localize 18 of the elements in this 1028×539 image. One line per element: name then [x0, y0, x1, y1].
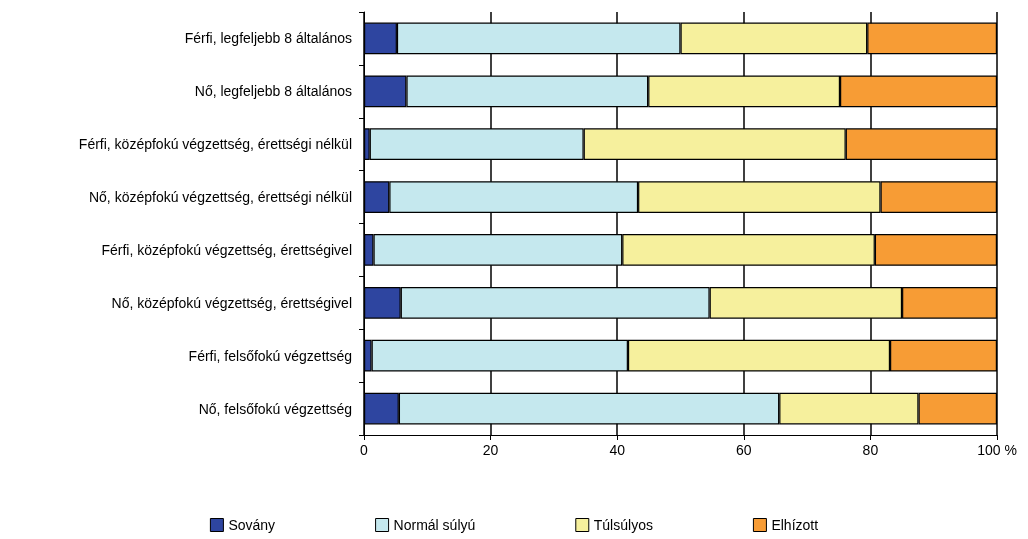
y-tick-label: Férfi, középfokú végzettség, érettségi nélkül: [78, 136, 352, 153]
x-tick-label: 100 %: [977, 442, 1017, 458]
y-tick-label: Férfi, felsőfokú végzettség: [188, 347, 352, 364]
y-tick-label: Nő, legfeljebb 8 általános: [194, 83, 352, 100]
y-tick-label: Nő, középfokú végzettség, érettségivel: [111, 294, 352, 311]
x-tick-label: 20: [482, 442, 499, 458]
x-tick-label: 0: [360, 442, 369, 458]
x-tick-label: 80: [862, 442, 879, 458]
legend-label: Túlsúlyos: [593, 517, 653, 533]
x-tick-label: 40: [609, 442, 626, 458]
legend-label: Sovány: [228, 517, 276, 533]
legend-label: Normál súlyú: [393, 517, 476, 533]
x-tick-label: 60: [736, 442, 752, 458]
y-tick-label: Nő, középfokú végzettség, érettségi nélkül: [88, 189, 352, 206]
legend-label: Elhízott: [771, 517, 819, 533]
y-tick-label: Férfi, középfokú végzettség, érettségivel: [101, 241, 352, 258]
y-tick-label: Férfi, legfeljebb 8 általános: [184, 30, 352, 47]
y-tick-label: Nő, felsőfokú végzettség: [198, 400, 352, 417]
